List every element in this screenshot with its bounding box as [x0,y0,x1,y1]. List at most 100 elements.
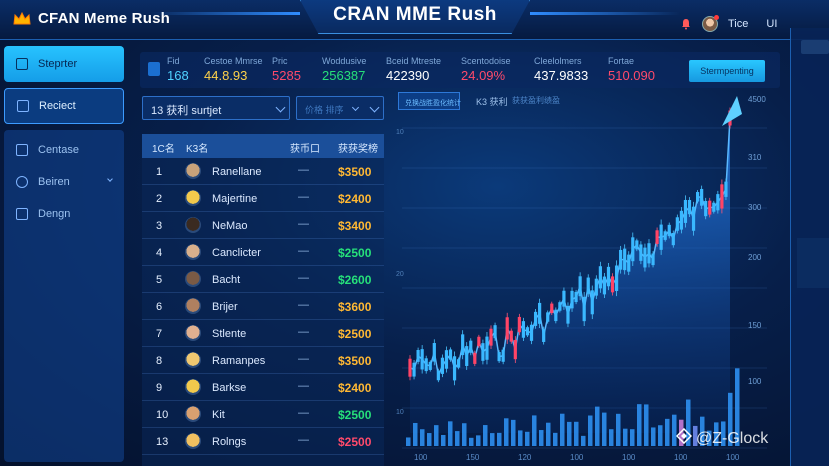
table-row[interactable]: 10 Kit — $2500 [142,401,384,428]
user-avatar[interactable] [702,15,719,32]
notification-bell-icon[interactable] [680,18,692,30]
stats-action-button[interactable]: Stermpenting [689,60,765,82]
candle [671,232,675,246]
avatar [185,379,201,395]
sort-select[interactable]: 价格 排序 [296,96,384,120]
table-row[interactable]: 5 Bacht — $2600 [142,266,384,293]
avatar [185,406,201,422]
volume-bar [574,421,579,446]
table-row[interactable]: 1 Ranellane — $3500 [142,158,384,185]
y-tick-label: 4500 [748,95,766,104]
watermark-text: @Z-Glock [696,429,769,447]
candle [606,266,611,287]
price-area [410,118,730,433]
volume-bar [665,418,670,446]
period-select[interactable]: 13 获利 surtjet [142,96,290,120]
user-name[interactable]: Tice [728,18,749,30]
candle [683,199,688,223]
row-dash: — [298,407,309,419]
y-tick-label: 100 [748,377,762,386]
candle [586,277,590,294]
header-extra[interactable]: UI [766,18,778,30]
stat-label: Woddusive [322,56,367,66]
volume-bar [427,433,432,446]
candle [716,194,720,211]
candle [521,321,526,338]
candle [529,324,534,341]
row-dash: — [298,191,309,203]
sidebar-item-dengn[interactable]: Dengn [4,200,124,228]
volume-bar [469,437,474,446]
table-row[interactable]: 8 Ramanpes — $3500 [142,347,384,374]
candle [562,290,566,307]
table-row[interactable]: 4 Canclicter — $2500 [142,239,384,266]
tab-chart-1[interactable]: K3 获利 [476,97,508,107]
candle [631,237,635,262]
row-rank: 3 [156,220,163,232]
candle [517,316,521,333]
table-row[interactable]: 9 Barkse — $2400 [142,374,384,401]
volume-bar [420,429,425,446]
row-rank: 7 [156,328,163,340]
volume-bar [588,415,593,446]
volume-bar [700,416,705,446]
chart-panel: 兑换战胜盈化统计 K3 获利 获获盈利绩盈 4500 310 300 200 150 10… [392,88,782,466]
volume-bar [693,425,698,446]
wallet-icon [148,62,160,76]
right-panel-graphics [797,40,829,288]
candle [687,199,692,215]
period-select-value: 13 获利 surtjet [151,105,222,117]
candle [558,302,562,311]
title-decoration-left [150,12,300,15]
hexagon-icon [16,144,28,156]
sidebar-primary-label: Steprter [38,58,78,70]
table-row[interactable]: 2 Majertine — $2400 [142,185,384,212]
row-dash: — [298,326,309,338]
sidebar-item-label: Beiren [38,176,70,188]
candle [659,224,663,250]
row-prize: $3400 [338,219,372,233]
watermark: @Z-Glock [675,427,769,449]
row-dash: — [298,299,309,311]
title-decoration-right [530,12,680,15]
sidebar-primary-button[interactable]: Steprter [4,46,124,82]
table-row[interactable]: 13 Rolngs — $2500 [142,428,384,455]
candle [635,240,639,250]
candle [704,200,708,217]
candle [501,349,505,362]
y-tick-label: 150 [748,321,762,330]
avatar [185,325,201,341]
volume-bar [609,429,614,446]
y-tick-label: 300 [748,203,762,212]
candle [590,290,594,315]
row-rank: 6 [156,301,163,313]
tab-chart-0[interactable]: 兑换战胜盈化统计 [398,92,461,110]
logo[interactable]: CFAN Meme Rush [12,10,170,27]
stat-value: 5285 [272,68,301,83]
candle [452,356,457,381]
volume-bar [525,431,530,446]
candle [412,362,416,377]
column-header: K3名 [186,144,209,155]
candle [538,302,542,324]
candle [582,296,586,322]
volume-bar [707,430,712,446]
row-dash: — [298,434,309,446]
stat-label: Bceid Mtreste [386,56,442,66]
row-prize: $2400 [338,381,372,395]
volume-bar [735,368,740,446]
volume-bar [441,434,446,446]
volume-bar [630,429,635,446]
sidebar-item-beiren[interactable]: Beiren [4,168,124,196]
stats-bar: Fid 168 Cestoe Mmrse 44.8.93 Pric 5285 Wodd… [140,52,780,88]
volume-bar [644,404,649,446]
tab-chart-2[interactable]: 获获盈利绩盈 [512,96,560,105]
sidebar-item-centase[interactable]: Centase [4,136,124,164]
table-row[interactable]: 6 Brijer — $3600 [142,293,384,320]
y-tick-label: 200 [748,253,762,262]
table-row[interactable]: 3 NeMao — $3400 [142,212,384,239]
candle [594,278,598,296]
candle [554,309,558,322]
sidebar-active-button[interactable]: Reciect [4,88,124,124]
table-row[interactable]: 7 Stlente — $2500 [142,320,384,347]
